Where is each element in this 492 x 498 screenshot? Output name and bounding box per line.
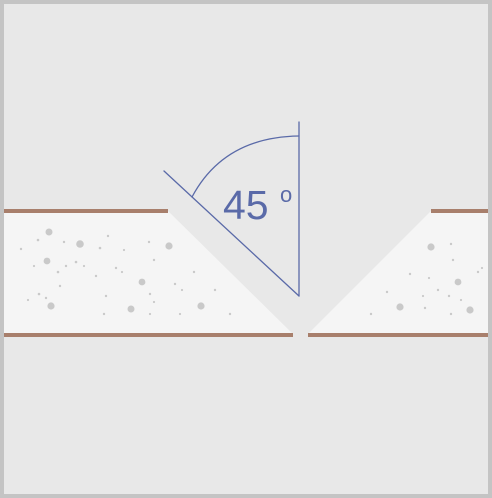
left-top-facing [4,209,168,213]
angle-label: 45 o [223,182,292,228]
bevel-angle-line [163,170,300,297]
right-bottom-facing [308,333,488,337]
left-panel-core [4,211,293,334]
v-groove-diagram: 45 o [4,121,488,337]
left-panel-aggregate [19,228,232,316]
left-bottom-facing [4,333,293,337]
angle-value: 45 [223,182,269,228]
right-panel-core [308,211,488,334]
degree-symbol: o [280,182,292,207]
angle-indicator [163,121,300,297]
angle-arc [191,135,300,198]
right-top-facing [431,209,488,213]
right-panel-aggregate [369,242,484,316]
